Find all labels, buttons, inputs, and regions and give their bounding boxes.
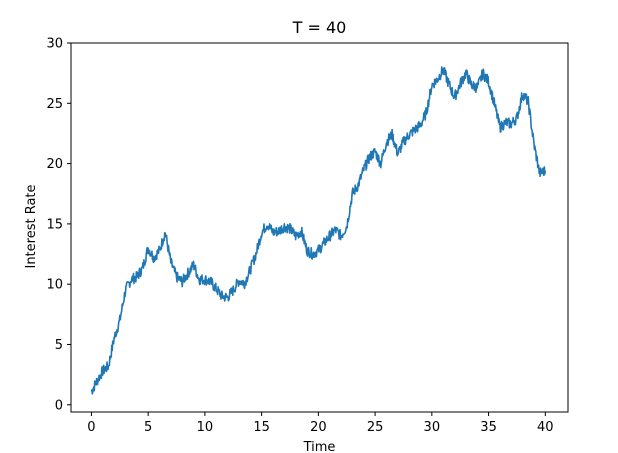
y-tick-label-15: 15 bbox=[46, 217, 63, 232]
x-tick-label-40: 40 bbox=[537, 420, 554, 435]
y-tick-label-20: 20 bbox=[46, 157, 63, 172]
chart-title: T = 40 bbox=[292, 18, 347, 37]
x-tick-label-15: 15 bbox=[253, 420, 270, 435]
y-tick-label-30: 30 bbox=[46, 37, 63, 52]
y-tick-label-5: 5 bbox=[55, 338, 63, 353]
plot-area: 0 5 10 15 20 25 30 35 40 0 5 10 15 20 25 30 bbox=[46, 37, 569, 435]
x-tick-label-35: 35 bbox=[480, 420, 497, 435]
y-tick-label-10: 10 bbox=[46, 278, 63, 293]
x-tick-label-5: 5 bbox=[144, 420, 152, 435]
x-axis-label: Time bbox=[303, 440, 336, 453]
y-axis-label: Interest Rate bbox=[24, 184, 39, 268]
series-line-0 bbox=[90, 66, 547, 395]
x-tick-label-25: 25 bbox=[367, 420, 384, 435]
x-tick-label-30: 30 bbox=[424, 420, 441, 435]
y-tick-label-25: 25 bbox=[46, 97, 63, 112]
axes-frame bbox=[70, 42, 569, 413]
x-tick-label-0: 0 bbox=[87, 420, 95, 435]
x-tick-label-10: 10 bbox=[197, 420, 214, 435]
y-tick-label-0: 0 bbox=[55, 398, 63, 413]
x-tick-label-20: 20 bbox=[310, 420, 327, 435]
